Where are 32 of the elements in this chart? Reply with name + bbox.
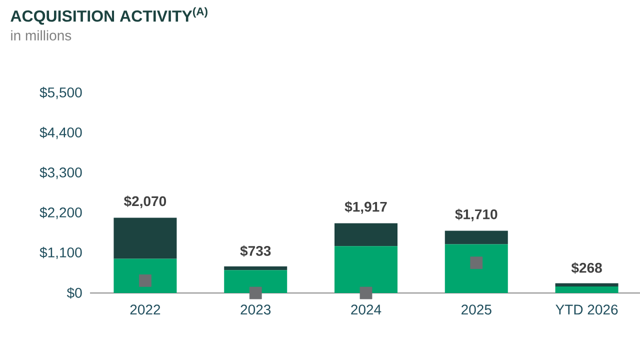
- bar: [224, 266, 288, 270]
- total-label: $1,710: [455, 208, 498, 222]
- bar: [334, 223, 398, 246]
- x-tick-label: 2025: [462, 304, 492, 315]
- y-tick-label: $4,400: [40, 126, 82, 140]
- bar: [555, 283, 618, 286]
- point: [360, 286, 372, 300]
- chart-subtitle: in millions: [11, 30, 72, 40]
- y-tick-label: $2,200: [40, 206, 82, 220]
- bar: [114, 258, 177, 293]
- bar: [555, 286, 618, 293]
- x-tick-label: YTD 2026: [556, 304, 618, 315]
- x-tick-label: 2022: [130, 304, 160, 315]
- y-tick-label: $1,100: [40, 246, 82, 260]
- bar: [114, 218, 177, 259]
- total-label: $733: [240, 245, 271, 257]
- point: [470, 256, 483, 270]
- point: [139, 274, 152, 287]
- total-label: $268: [571, 262, 602, 274]
- y-tick-label: $5,500: [40, 86, 82, 100]
- x-tick-label: 2024: [351, 304, 382, 315]
- chart-title: ACQUISITION ACTIVITY$^{(A)}$: [10, 7, 208, 25]
- y-tick-label: $3,300: [40, 166, 82, 180]
- total-label: $1,917: [344, 201, 387, 214]
- bar: [444, 230, 508, 244]
- total-label: $2,070: [124, 196, 166, 208]
- y-tick-label: $0: [66, 287, 82, 299]
- point: [249, 286, 262, 300]
- bar: [224, 270, 288, 293]
- bar: [334, 246, 398, 293]
- x-tick-label: 2023: [240, 304, 271, 315]
- bar: [444, 244, 508, 293]
